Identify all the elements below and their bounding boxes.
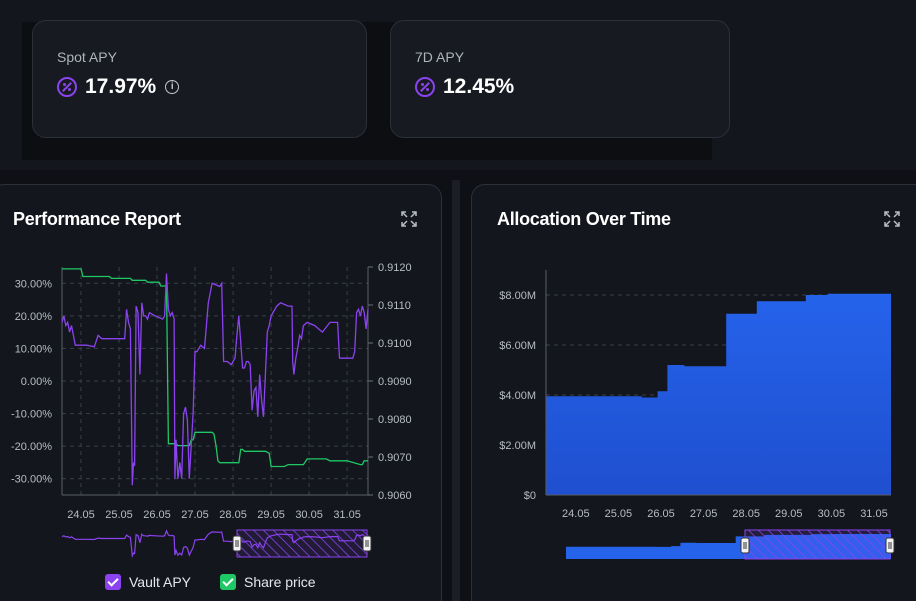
x-tick-label: 24.05: [562, 508, 590, 520]
x-tick-label: 26.05: [143, 509, 171, 521]
seven-day-apy-label: 7D APY: [415, 49, 465, 65]
performance-title: Performance Report: [13, 209, 181, 229]
x-tick-label: 27.05: [181, 509, 209, 521]
seven-day-apy-value: 12.45%: [443, 75, 515, 98]
range-selection: [236, 529, 368, 558]
y-left-tick-label: -20.00%: [11, 441, 52, 453]
range-handle: [362, 535, 372, 552]
range-selection: [744, 529, 891, 560]
y-left-tick-label: -30.00%: [11, 474, 52, 486]
x-tick-label: 29.05: [257, 509, 285, 521]
x-tick-label: 27.05: [690, 508, 718, 520]
percent-icon: [57, 77, 77, 97]
x-tick-label: 25.05: [605, 508, 633, 520]
x-tick-label: 31.05: [333, 509, 361, 521]
y-right-tick-label: 0.9080: [378, 414, 412, 426]
y-right-tick-label: 0.9090: [378, 376, 412, 388]
y-right-tick-label: 0.9070: [378, 452, 412, 464]
allocation-title: Allocation Over Time: [497, 209, 671, 229]
y-tick-label: $4.00M: [499, 390, 536, 402]
spot-apy-label: Spot APY: [57, 49, 117, 65]
range-handle: [232, 535, 242, 552]
expand-icon[interactable]: [884, 211, 900, 227]
y-left-tick-label: 10.00%: [15, 343, 53, 355]
x-tick-label: 28.05: [732, 508, 760, 520]
seven-day-apy-row: 12.45%: [415, 75, 514, 99]
allocation-area: [546, 293, 891, 495]
legend-share-price[interactable]: Share price: [220, 574, 316, 590]
checkbox-icon[interactable]: [220, 574, 236, 590]
y-left-tick-label: 30.00%: [15, 278, 53, 290]
y-right-tick-label: 0.9110: [378, 300, 411, 312]
x-tick-label: 25.05: [105, 509, 133, 521]
legend-vault-apy[interactable]: Vault APY: [105, 574, 191, 590]
x-tick-label: 24.05: [67, 509, 95, 521]
checkbox-icon[interactable]: [105, 574, 121, 590]
range-handle: [885, 537, 895, 554]
legend-share-price-label: Share price: [244, 574, 316, 590]
spot-apy-value: 17.97%: [85, 75, 157, 98]
info-icon[interactable]: i: [165, 80, 180, 94]
y-tick-label: $0: [524, 490, 536, 502]
x-tick-label: 29.05: [775, 508, 803, 520]
y-tick-label: $6.00M: [499, 340, 536, 352]
legend-vault-apy-label: Vault APY: [129, 574, 192, 590]
seven-day-apy-card: 7D APY 12.45%: [390, 20, 730, 138]
y-right-tick-label: 0.9060: [378, 490, 412, 502]
x-tick-label: 28.05: [219, 509, 247, 521]
y-tick-label: $2.00M: [499, 440, 536, 452]
y-left-tick-label: 0.00%: [21, 376, 52, 388]
share-price-line: [62, 268, 368, 468]
x-tick-label: 30.05: [295, 509, 323, 521]
range-handle: [740, 537, 750, 554]
percent-icon: [415, 77, 435, 97]
spot-apy-row: 17.97% i: [57, 75, 180, 99]
y-right-tick-label: 0.9120: [378, 262, 412, 274]
y-tick-label: $8.00M: [499, 290, 536, 302]
x-tick-label: 30.05: [818, 508, 846, 520]
panel-divider: [452, 180, 460, 601]
vault-apy-line: [61, 273, 369, 486]
x-tick-label: 26.05: [647, 508, 675, 520]
spot-apy-card: Spot APY 17.97% i: [32, 20, 367, 138]
x-tick-label: 31.05: [860, 508, 888, 520]
y-left-tick-label: -10.00%: [11, 409, 52, 421]
expand-icon[interactable]: [401, 211, 417, 227]
y-left-tick-label: 20.00%: [15, 311, 53, 323]
y-right-tick-label: 0.9100: [378, 338, 412, 350]
